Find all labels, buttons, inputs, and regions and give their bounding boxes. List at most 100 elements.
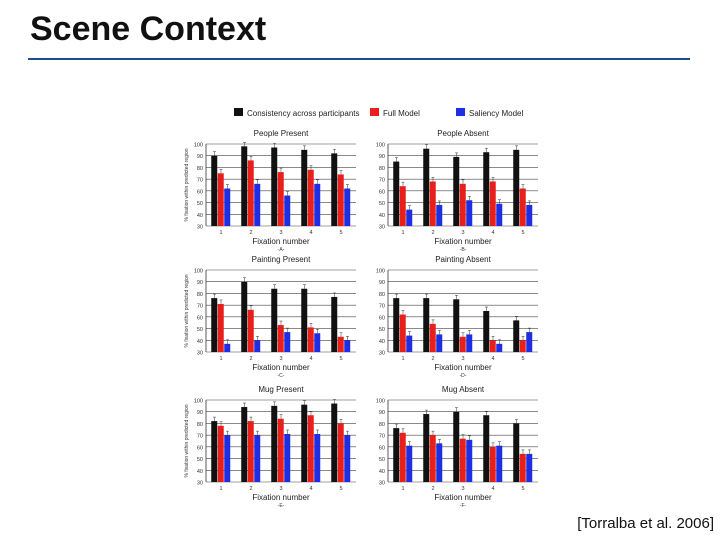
bar [217,173,224,226]
bar [393,161,400,226]
y-tick-label: 60 [379,189,385,195]
y-tick-label: 100 [194,143,203,149]
y-tick-label: 70 [379,434,385,440]
y-tick-label: 90 [197,154,203,160]
bar [429,181,436,226]
x-tick-label: 2 [431,356,434,362]
y-tick-label: 100 [194,399,203,405]
y-tick-label: 30 [197,351,203,357]
bar [453,299,460,352]
bar [489,340,496,352]
x-axis-label: Fixation number [434,363,492,372]
bar [519,188,526,226]
panel-title: Mug Absent [442,385,485,394]
y-tick-label: 40 [379,339,385,345]
y-tick-label: 80 [379,166,385,172]
bar [496,203,503,226]
x-tick-label: 3 [279,230,282,236]
bar [254,340,261,352]
x-axis-label: Fixation number [252,237,310,246]
y-tick-label: 50 [197,457,203,463]
bar [459,438,466,482]
bar [423,148,430,226]
y-tick-label: 60 [197,315,203,321]
y-tick-label: 90 [379,410,385,416]
bar [277,418,284,482]
bar [496,445,503,482]
y-tick-label: 100 [376,269,385,275]
bar [466,334,473,352]
y-tick-label: 60 [379,315,385,321]
y-tick-label: 60 [379,445,385,451]
x-tick-label: 1 [401,356,404,362]
bar [496,343,503,352]
panel-label: -E- [278,503,285,509]
panel-title: People Present [254,129,309,138]
bar [331,296,338,352]
bar [466,200,473,226]
panel-label: -D- [460,373,467,379]
bar [459,183,466,226]
x-tick-label: 2 [249,230,252,236]
bar [224,343,231,352]
citation: [Torralba et al. 2006] [577,515,714,532]
x-tick-label: 3 [461,486,464,492]
bar [307,327,314,352]
x-tick-label: 3 [461,230,464,236]
legend-label: Full Model [383,109,420,118]
y-tick-label: 80 [197,166,203,172]
x-tick-label: 1 [219,356,222,362]
results-figure: Consistency across participants Full Mode… [184,108,538,509]
bar [241,281,248,352]
bar [489,181,496,226]
legend-swatch [456,108,465,116]
bar [284,433,291,482]
bar [526,204,533,226]
y-tick-label: 50 [379,201,385,207]
bar [423,414,430,482]
x-tick-label: 1 [219,230,222,236]
bar [307,415,314,482]
y-tick-label: 50 [197,327,203,333]
panel-title: Painting Absent [435,255,491,264]
y-tick-label: 90 [197,410,203,416]
bar [241,146,248,226]
bar [271,147,278,226]
x-axis-label: Fixation number [434,493,492,502]
bar [406,445,413,482]
bar [314,333,321,352]
legend-label: Consistency across participants [247,109,360,118]
y-tick-label: 90 [197,280,203,286]
x-tick-label: 4 [309,356,312,362]
y-tick-label: 50 [379,457,385,463]
y-tick-label: 80 [197,422,203,428]
bar [466,439,473,482]
y-tick-label: 50 [197,201,203,207]
bar [301,288,308,352]
bar [331,403,338,482]
bar [271,288,278,352]
legend-label: Saliency Model [469,109,523,118]
y-tick-label: 100 [376,143,385,149]
panel-label: -F- [460,503,467,509]
bar [217,425,224,482]
bar [211,298,218,352]
bar [284,332,291,352]
bar [406,209,413,226]
bar [247,421,254,482]
x-tick-label: 4 [491,486,494,492]
bar [526,332,533,352]
x-tick-label: 4 [491,230,494,236]
x-tick-label: 5 [521,486,524,492]
bar [331,153,338,226]
bar [277,325,284,352]
bar [344,188,351,226]
y-tick-label: 60 [197,189,203,195]
y-tick-label: 40 [197,213,203,219]
y-tick-label: 40 [197,469,203,475]
panel-title: Mug Present [258,385,304,394]
bar [436,204,443,226]
bar [344,435,351,482]
x-tick-label: 5 [521,230,524,236]
y-tick-label: 50 [379,327,385,333]
